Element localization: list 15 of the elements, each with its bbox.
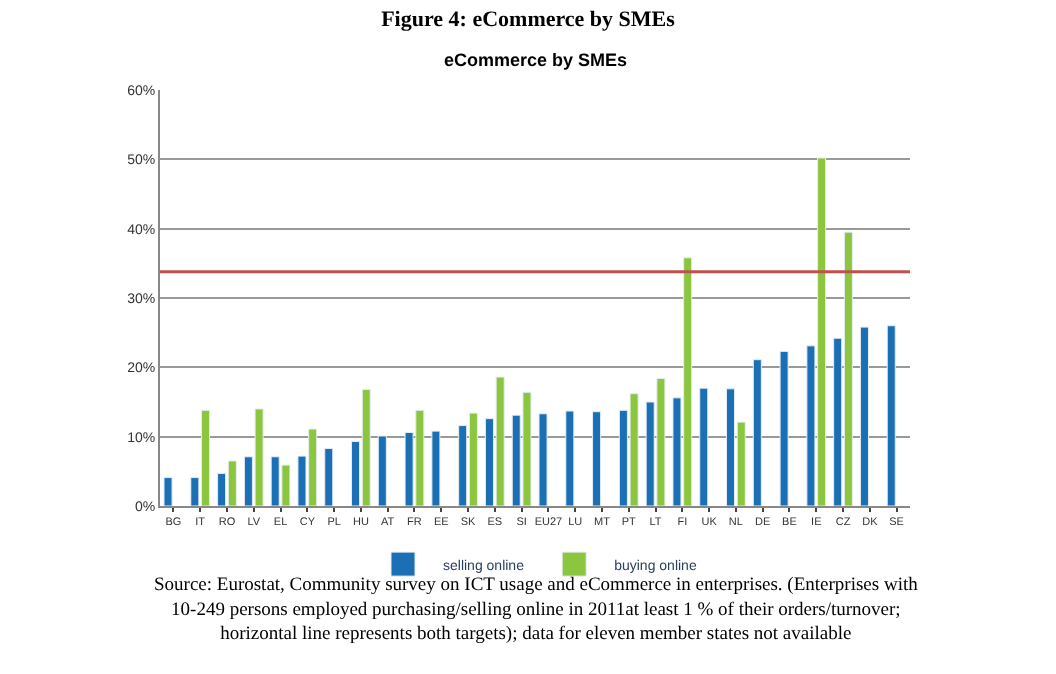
bar: [431, 430, 441, 506]
bar: [538, 413, 548, 506]
bar: [699, 387, 709, 506]
source-note: Source: Eurostat, Community survey on ICT usage and eCommerce in enterprises. (Enterprises with 10-249 persons employed purchasing/selling online in 2011at least 1 % of their orders/turnover; horizontal line represents both targets); data for eleven member states not available: [154, 576, 919, 646]
bar: [752, 359, 762, 506]
bar: [324, 447, 334, 506]
bar: [859, 326, 869, 506]
bar: [779, 350, 789, 506]
chart-title: Figure 4: eCommerce by SMEs: [381, 7, 677, 32]
bar: [565, 410, 575, 506]
chart-subtitle: eCommerce by SMEs: [444, 50, 628, 70]
bar: [886, 325, 896, 506]
bar: [592, 411, 602, 506]
bar: [163, 477, 173, 506]
bar: [377, 435, 387, 506]
